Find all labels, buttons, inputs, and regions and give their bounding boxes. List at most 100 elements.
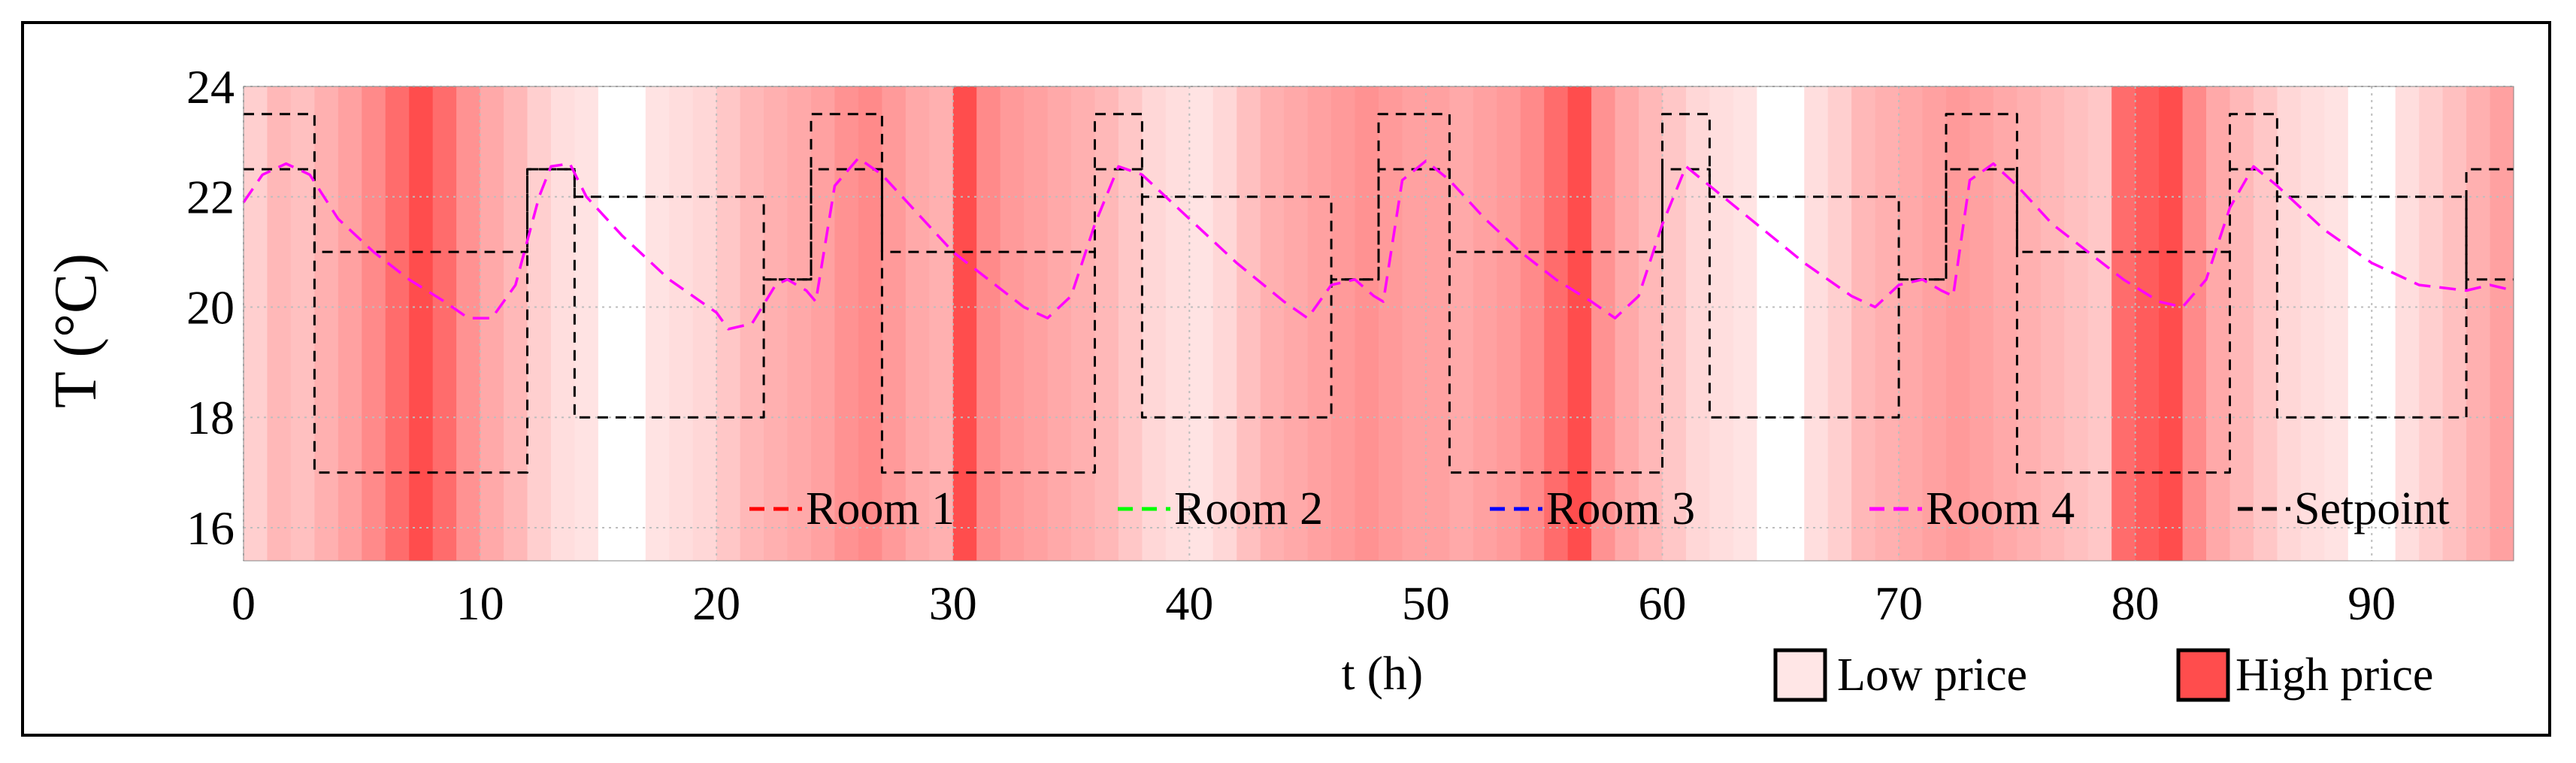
price-strip: [1520, 86, 1545, 561]
price-strip: [1024, 86, 1049, 561]
price-strip: [244, 86, 268, 561]
price-strip: [1639, 86, 1663, 561]
price-strip: [409, 86, 434, 561]
price-strip: [1047, 86, 1072, 561]
price-strip: [622, 86, 646, 561]
y-tick-label: 16: [186, 501, 235, 555]
price-strip: [456, 86, 481, 561]
legend-item-room-1: Room 1: [749, 483, 955, 534]
y-tick-label: 22: [186, 171, 235, 224]
price-strip: [1000, 86, 1025, 561]
price-strip: [362, 86, 386, 561]
price-strip: [2253, 86, 2278, 561]
price-strip: [267, 86, 292, 561]
price-strip: [1379, 86, 1403, 561]
price-strip: [1425, 86, 1450, 561]
high-price-label: High price: [2235, 649, 2433, 701]
price-strip: [1142, 86, 1167, 561]
x-tick-label: 10: [456, 577, 504, 630]
price-strip: [1662, 86, 1687, 561]
price-strip: [2347, 86, 2372, 561]
price-strip: [2300, 86, 2325, 561]
price-strip: [432, 86, 457, 561]
x-tick-label: 80: [2111, 577, 2160, 630]
price-legend: Low price High price: [1773, 648, 2433, 702]
x-tick-label: 0: [232, 577, 256, 630]
price-strip: [2466, 86, 2491, 561]
price-strip: [574, 86, 599, 561]
price-strip: [2324, 86, 2349, 561]
x-tick-label: 20: [692, 577, 740, 630]
legend-item-room-2: Room 2: [1118, 483, 1323, 534]
price-strip: [1875, 86, 1899, 561]
price-strip: [1307, 86, 1332, 561]
low-price-label: Low price: [1837, 649, 2027, 701]
price-strip: [338, 86, 362, 561]
price-strip: [2372, 86, 2396, 561]
price-strip: [527, 86, 552, 561]
legend: Room 1 Room 2 Room 3 Room 4 Setpoint: [749, 483, 2450, 534]
x-tick-label: 60: [1639, 577, 1687, 630]
price-strip: [834, 86, 859, 561]
price-strip: [787, 86, 812, 561]
price-strip: [2277, 86, 2302, 561]
price-strip: [882, 86, 907, 561]
price-strip: [1189, 86, 1214, 561]
legend-label-room-4: Room 4: [1926, 483, 2075, 534]
axes-box: [243, 86, 2514, 562]
legend-label-room-1: Room 1: [806, 483, 955, 534]
legend-item-setpoint: Setpoint: [2238, 483, 2450, 534]
price-strip: [1946, 86, 1971, 561]
price-strip: [2182, 86, 2207, 561]
price-strip: [1331, 86, 1356, 561]
price-strip: [1237, 86, 1261, 561]
x-tick-label: 40: [1165, 577, 1213, 630]
figure-frame: 0 10 20 30 40 50 60 70 80 90 16 18 20 22 24 T (°C) t (…: [21, 21, 2551, 737]
price-strip: [811, 86, 836, 561]
price-strip: [1827, 86, 1852, 561]
price-strip: [1757, 86, 1781, 561]
price-strip: [2017, 86, 2042, 561]
price-strip: [2490, 86, 2514, 561]
x-tick-label: 70: [1875, 577, 1923, 630]
price-strip: [716, 86, 741, 561]
price-strip: [598, 86, 622, 561]
series-setpoint-lower: [244, 168, 2514, 474]
x-tick-label: 30: [929, 577, 977, 630]
price-strip: [2229, 86, 2254, 561]
price-strip: [480, 86, 504, 561]
y-tick-label: 20: [186, 280, 235, 334]
price-strip: [1804, 86, 1829, 561]
price-strip: [2135, 86, 2160, 561]
legend-label-room-3: Room 3: [1546, 483, 1695, 534]
price-strip: [692, 86, 717, 561]
x-axis-label: t (h): [1342, 646, 1423, 700]
price-strip: [1449, 86, 1474, 561]
price-strip: [1118, 86, 1143, 561]
price-strip: [1591, 86, 1616, 561]
price-strip: [314, 86, 339, 561]
series-setpoint-upper: [244, 113, 2514, 281]
chart-svg: 0 10 20 30 40 50 60 70 80 90 16 18 20 22 24 T (°C) t (…: [43, 60, 2514, 702]
series-layer: [242, 113, 2514, 474]
price-strip: [550, 86, 576, 561]
price-strip: [669, 86, 694, 561]
y-tick-label: 18: [186, 391, 235, 444]
price-strip: [2419, 86, 2444, 561]
price-strip: [2064, 86, 2089, 561]
price-strip: [1473, 86, 1497, 561]
price-strip: [929, 86, 954, 561]
price-strip: [952, 86, 977, 561]
price-strip: [1851, 86, 1876, 561]
tick-labels: 0 10 20 30 40 50 60 70 80 90 16 18 20 22 24: [186, 60, 2396, 630]
price-strip: [504, 86, 528, 561]
price-strip: [1922, 86, 1947, 561]
price-strip: [1685, 86, 1711, 561]
x-tick-label: 50: [1402, 577, 1450, 630]
price-strip: [1544, 86, 1569, 561]
price-strip: [1212, 86, 1237, 561]
legend-label-room-2: Room 2: [1174, 483, 1323, 534]
price-strip: [1260, 86, 1285, 561]
legend-item-room-4: Room 4: [1869, 483, 2075, 534]
price-strip: [2159, 86, 2184, 561]
